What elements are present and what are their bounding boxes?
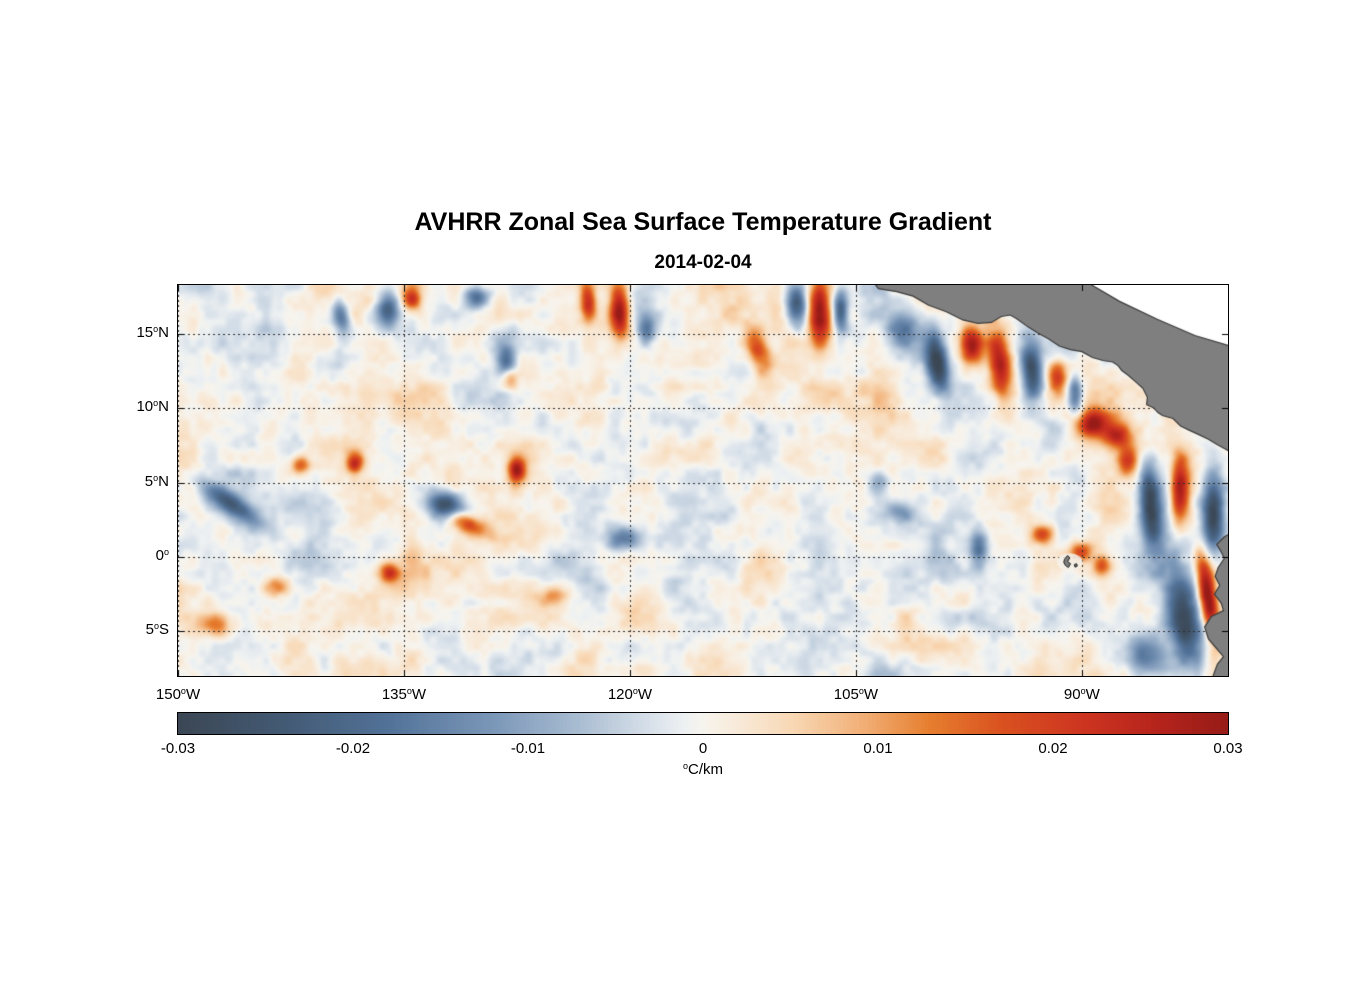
colorbar-tick-label: 0.02 [1038,740,1068,757]
sst-gradient-map-canvas [177,284,1228,676]
x-tick-label: 150oW [155,686,201,703]
y-tick-label: 5oS [145,621,169,639]
y-tick-label: 5oN [144,472,169,490]
x-tick-label: 135oW [381,686,427,703]
unit-text: C/km [688,761,723,778]
colorbar-gradient-canvas [178,713,1228,734]
x-tick-label: 120oW [607,686,653,703]
y-tick-label: 10oN [136,398,169,416]
colorbar-tick-label: 0 [698,740,708,757]
colorbar [177,712,1229,735]
colorbar-tick-label: -0.03 [160,740,196,757]
y-tick-label: 15oN [136,324,169,342]
chart-date-subtitle: 2014-02-04 [654,252,752,273]
y-tick-label: 0o [155,547,169,565]
chart-title: AVHRR Zonal Sea Surface Temperature Grad… [414,208,992,236]
colorbar-tick-label: 0.03 [1213,740,1243,757]
x-tick-label: 90oW [1063,686,1100,703]
degree-symbol: o [682,761,688,772]
colorbar-tick-label: -0.01 [510,740,546,757]
colorbar-tick-label: 0.01 [863,740,893,757]
map-plot-area [176,283,1229,677]
x-tick-label: 105oW [833,686,878,703]
colorbar-tick-label: -0.02 [335,740,371,757]
colorbar-unit-label: oC/km [178,761,1228,778]
